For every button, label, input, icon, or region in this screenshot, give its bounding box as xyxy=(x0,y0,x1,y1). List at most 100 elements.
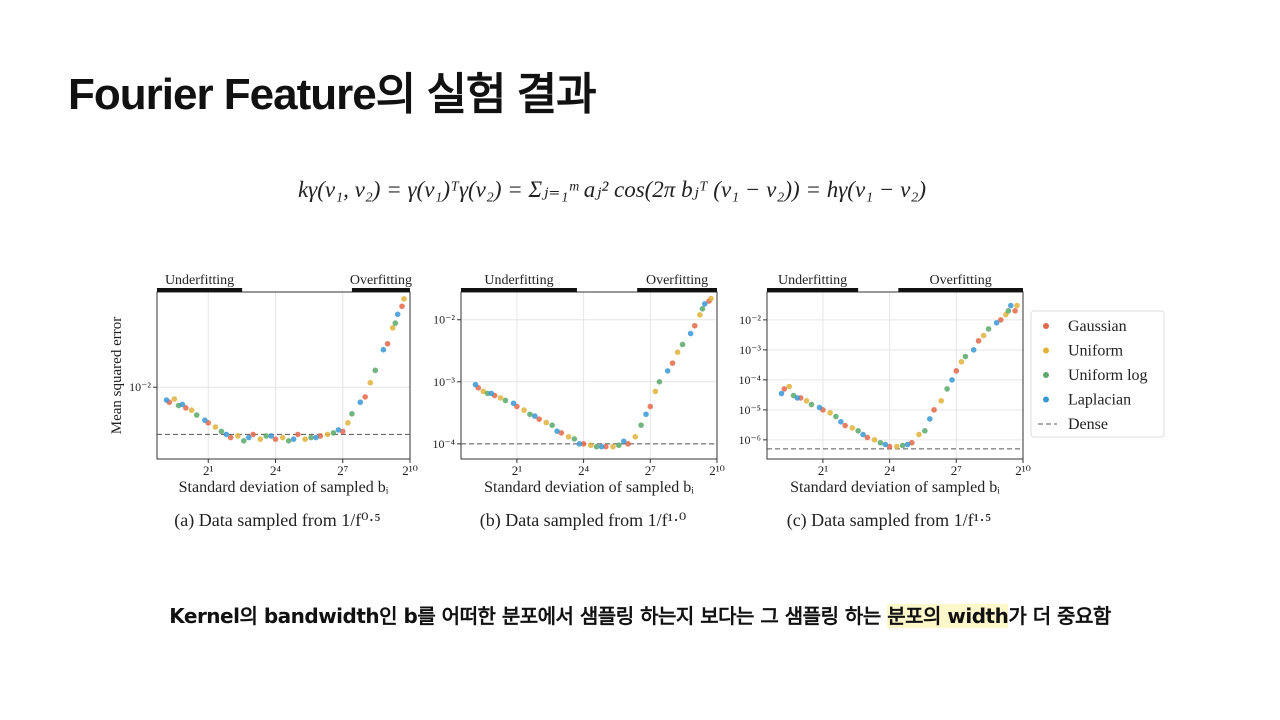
x-tick-label: 2⁷ xyxy=(951,463,962,478)
data-point xyxy=(899,442,906,449)
data-point xyxy=(510,400,517,407)
data-point xyxy=(295,431,301,438)
data-point xyxy=(855,428,861,434)
data-point xyxy=(997,317,1004,323)
data-point xyxy=(638,422,644,428)
legend-label: Dense xyxy=(1068,416,1108,433)
data-point xyxy=(842,422,848,429)
data-point xyxy=(985,326,992,332)
data-point xyxy=(975,338,982,344)
note-text: Kernel의 bandwidth인 b를 어떠한 분포에서 샘플링 하는지 보… xyxy=(169,604,888,628)
legend-label: Uniform xyxy=(1068,343,1124,360)
data-point xyxy=(877,439,884,446)
data-point xyxy=(380,346,387,353)
x-tick-label: 2¹ xyxy=(512,463,523,478)
data-point xyxy=(778,390,785,397)
data-point xyxy=(240,438,247,444)
x-axis-label: Standard deviation of sampled bᵢ xyxy=(484,479,694,496)
data-point xyxy=(701,301,708,307)
data-point xyxy=(687,330,694,337)
data-point xyxy=(367,379,374,386)
data-point xyxy=(372,367,379,374)
data-point xyxy=(250,431,256,438)
data-point xyxy=(193,412,200,418)
data-point xyxy=(893,443,900,450)
data-point xyxy=(679,341,686,348)
data-point xyxy=(816,404,823,411)
data-point xyxy=(399,303,405,310)
data-point xyxy=(1007,302,1014,309)
data-point xyxy=(218,428,225,435)
data-point xyxy=(179,401,186,408)
data-point xyxy=(803,398,810,404)
data-point xyxy=(587,442,594,449)
data-point xyxy=(833,413,839,420)
data-point xyxy=(849,425,856,431)
data-point xyxy=(938,398,945,404)
x-tick-label: 2¹ xyxy=(818,463,829,478)
data-point xyxy=(794,395,801,401)
y-tick-label: 10⁻² xyxy=(739,313,761,327)
data-point xyxy=(1012,308,1018,314)
formula: kγ(v₁, v₂) = γ(v₁)ᵀγ(v₂) = Σⱼ₌₁ᵐ aⱼ² cos… xyxy=(298,177,926,202)
data-point xyxy=(188,407,195,413)
data-point xyxy=(625,441,631,447)
data-point xyxy=(532,413,538,419)
region-label: Underfitting xyxy=(778,273,847,288)
data-point xyxy=(324,431,331,438)
data-point xyxy=(864,434,871,441)
y-tick-label: 10⁻³ xyxy=(433,375,455,389)
data-point xyxy=(394,311,401,318)
data-point xyxy=(576,441,583,447)
data-point xyxy=(669,360,676,366)
x-axis-label: Standard deviation of sampled bᵢ xyxy=(790,479,1000,496)
data-point xyxy=(708,295,714,302)
data-point xyxy=(980,332,987,339)
region-label: Underfitting xyxy=(165,273,234,288)
data-point xyxy=(886,443,893,450)
data-point xyxy=(488,390,495,397)
legend-swatch xyxy=(1043,323,1049,329)
data-point xyxy=(349,411,355,417)
y-tick-label: 10⁻⁵ xyxy=(738,403,761,417)
data-point xyxy=(339,428,346,435)
data-point xyxy=(603,443,609,450)
data-point xyxy=(565,433,572,440)
data-point xyxy=(697,312,703,318)
data-point xyxy=(401,296,407,302)
x-axis-label: Standard deviation of sampled bᵢ xyxy=(179,479,389,496)
data-point xyxy=(664,368,671,374)
x-tick-label: 2⁴ xyxy=(578,463,590,478)
data-point xyxy=(691,322,698,329)
data-point xyxy=(392,320,399,326)
data-point xyxy=(171,396,178,402)
legend-label: Gaussian xyxy=(1068,318,1127,335)
data-point xyxy=(257,436,264,442)
data-point xyxy=(536,416,542,422)
data-point xyxy=(384,340,391,347)
data-point xyxy=(643,411,649,418)
x-tick-label: 2⁴ xyxy=(884,463,896,478)
data-point xyxy=(871,437,878,443)
data-point xyxy=(860,431,866,438)
x-tick-label: 2⁷ xyxy=(337,463,348,478)
y-tick-label: 10⁻⁶ xyxy=(738,433,761,447)
data-point xyxy=(944,386,950,392)
data-point xyxy=(554,428,560,434)
data-point xyxy=(245,434,252,441)
data-point xyxy=(656,378,663,385)
data-point xyxy=(808,401,815,408)
x-tick-label: 2¹ xyxy=(203,463,214,478)
plot-frame xyxy=(460,291,718,460)
x-tick-label: 2⁴ xyxy=(270,463,282,478)
data-point xyxy=(235,433,241,439)
x-tick-label: 2¹⁰ xyxy=(709,463,725,478)
data-point xyxy=(389,325,396,331)
legend-swatch xyxy=(1043,347,1049,354)
data-point xyxy=(674,349,681,355)
y-tick-label: 10⁻⁴ xyxy=(432,437,455,451)
region-label: Overfitting xyxy=(350,273,412,288)
y-tick-label: 10⁻³ xyxy=(739,343,761,357)
y-tick-label: 10⁻² xyxy=(129,380,151,394)
